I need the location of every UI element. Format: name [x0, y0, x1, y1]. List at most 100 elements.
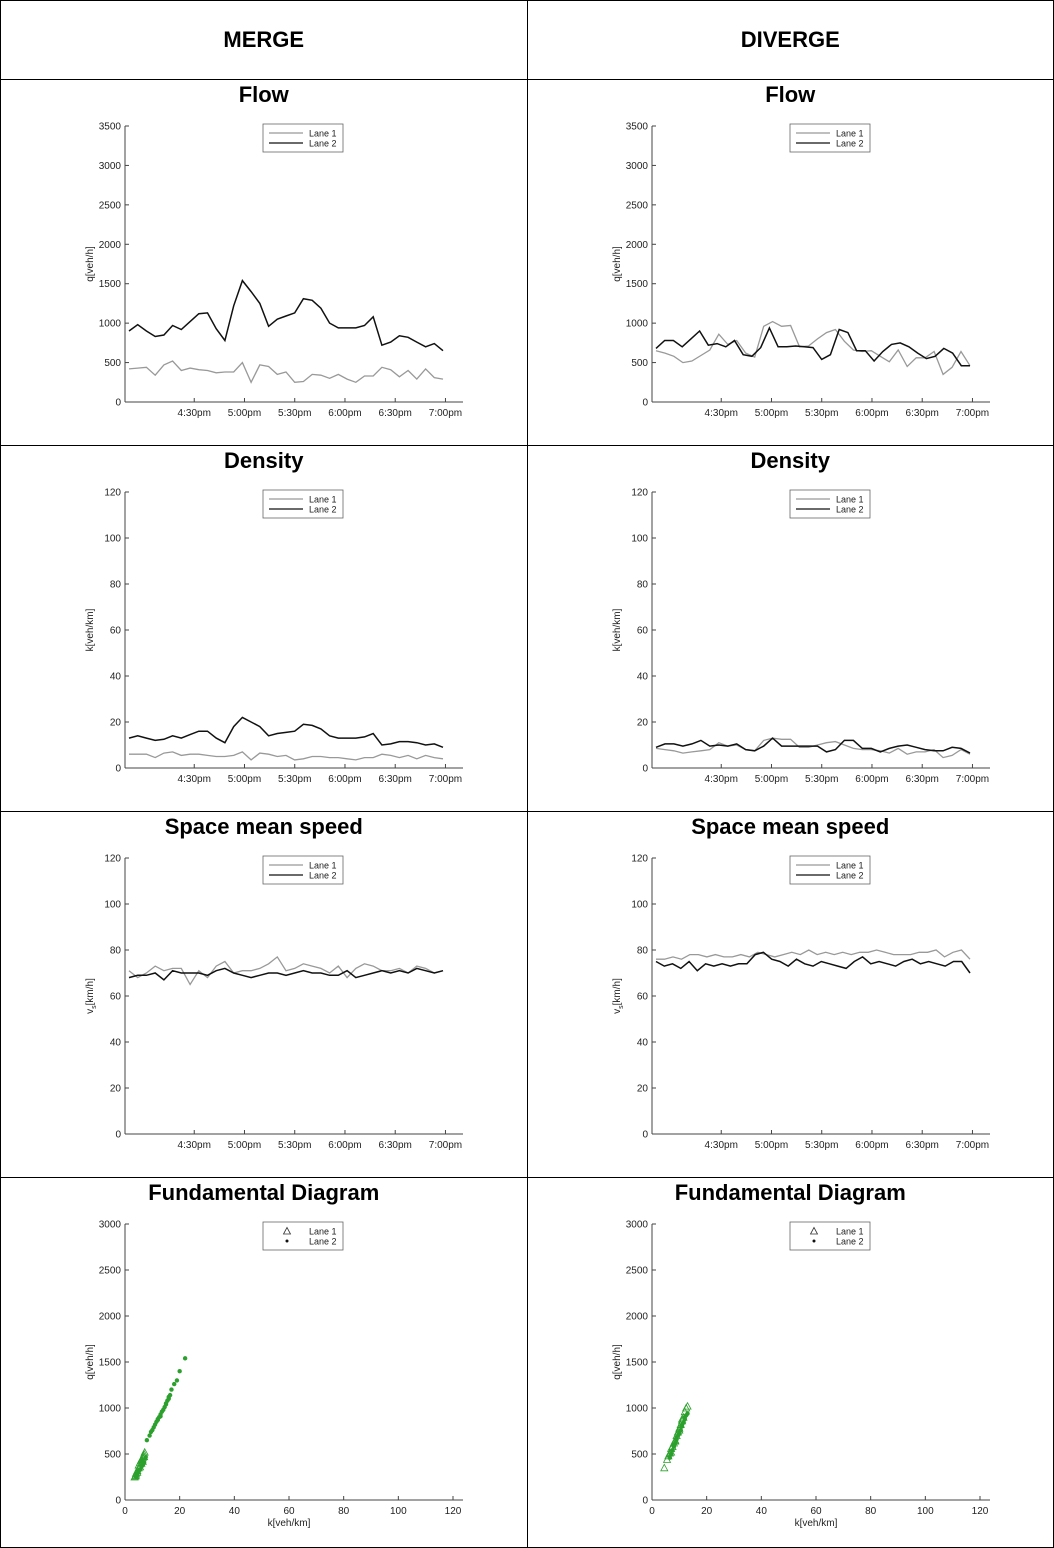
y-tick-label: 3000 [99, 1220, 122, 1231]
y-tick-label: 0 [642, 1496, 648, 1507]
y-tick-label: 1000 [99, 1404, 122, 1415]
y-tick-label: 2000 [625, 1312, 648, 1323]
series-line-1 [129, 752, 443, 760]
x-tick-label: 6:30pm [905, 774, 938, 785]
y-tick-label: 1500 [99, 279, 122, 290]
lane2-point [674, 1435, 678, 1439]
legend-label-2: Lane 2 [309, 871, 337, 881]
x-tick-label: 6:00pm [328, 408, 361, 419]
x-tick-label: 40 [755, 1506, 767, 1517]
merge-flow-chart: 0500100015002000250030003500q[veh/h]4:30… [1, 110, 528, 440]
diverge-header-label: DIVERGE [741, 27, 840, 52]
y-tick-label: 2000 [99, 1312, 122, 1323]
y-tick-label: 80 [636, 946, 648, 957]
lane2-point [177, 1369, 181, 1373]
y-tick-label: 60 [110, 626, 122, 637]
x-tick-label: 6:30pm [379, 408, 412, 419]
y-tick-label: 1500 [625, 279, 648, 290]
series-line-1 [656, 950, 970, 959]
x-tick-label: 100 [390, 1506, 407, 1517]
merge-speed-title: Space mean speed [1, 812, 527, 842]
y-tick-label: 60 [110, 992, 122, 1003]
x-tick-label: 5:00pm [228, 408, 261, 419]
y-tick-label: 120 [104, 488, 121, 499]
y-tick-label: 0 [115, 398, 121, 409]
x-tick-label: 5:30pm [278, 774, 311, 785]
series-line-2 [656, 328, 970, 366]
y-tick-label: 80 [110, 580, 122, 591]
x-tick-label: 4:30pm [178, 408, 211, 419]
diverge-fd-title: Fundamental Diagram [528, 1178, 1054, 1208]
legend-label-2: Lane 2 [836, 505, 864, 515]
x-tick-label: 5:00pm [754, 774, 787, 785]
y-tick-label: 120 [631, 488, 648, 499]
x-tick-label: 5:00pm [228, 774, 261, 785]
x-tick-label: 6:00pm [855, 1140, 888, 1151]
lane2-point [679, 1422, 683, 1426]
legend-label-2: Lane 2 [836, 1237, 864, 1247]
x-tick-label: 40 [229, 1506, 241, 1517]
x-tick-label: 20 [701, 1506, 713, 1517]
x-tick-label: 7:00pm [955, 774, 988, 785]
legend-label-1: Lane 1 [836, 861, 864, 871]
x-tick-label: 6:00pm [328, 1140, 361, 1151]
legend-label-1: Lane 1 [836, 129, 864, 139]
series-line-1 [129, 957, 443, 985]
lane2-point [164, 1402, 168, 1406]
y-axis-label: q[veh/h] [85, 1344, 96, 1380]
x-axis-label: k[veh/km] [794, 1518, 837, 1529]
lane2-point [139, 1459, 143, 1463]
x-tick-label: 4:30pm [178, 774, 211, 785]
diverge-header: DIVERGE [527, 1, 1054, 80]
y-tick-label: 80 [110, 946, 122, 957]
legend-label-1: Lane 1 [309, 861, 337, 871]
x-tick-label: 5:00pm [754, 408, 787, 419]
y-tick-label: 0 [642, 1130, 648, 1141]
y-tick-label: 3500 [625, 122, 648, 133]
legend-label-1: Lane 1 [309, 1227, 337, 1237]
legend-label-2: Lane 2 [309, 139, 337, 149]
y-tick-label: 3000 [625, 161, 648, 172]
legend-label-2: Lane 2 [309, 1237, 337, 1247]
y-tick-label: 100 [631, 534, 648, 545]
x-tick-label: 6:30pm [379, 1140, 412, 1151]
y-tick-label: 2500 [625, 200, 648, 211]
lane2-point [149, 1430, 153, 1434]
y-tick-label: 60 [636, 626, 648, 637]
x-tick-label: 60 [810, 1506, 822, 1517]
y-tick-label: 120 [631, 854, 648, 865]
legend-label-1: Lane 1 [309, 129, 337, 139]
diverge-speed-title: Space mean speed [528, 812, 1054, 842]
x-tick-label: 7:00pm [429, 774, 462, 785]
lane2-point [143, 1455, 147, 1459]
x-tick-label: 4:30pm [704, 774, 737, 785]
y-tick-label: 0 [642, 398, 648, 409]
y-axis-label: q[veh/h] [612, 1344, 623, 1380]
y-tick-label: 500 [104, 358, 121, 369]
x-tick-label: 7:00pm [429, 408, 462, 419]
y-tick-label: 120 [104, 854, 121, 865]
x-tick-label: 7:00pm [955, 1140, 988, 1151]
x-tick-label: 5:30pm [278, 408, 311, 419]
y-tick-label: 1500 [625, 1358, 648, 1369]
legend-label-2: Lane 2 [836, 139, 864, 149]
diverge-flow-title: Flow [528, 80, 1054, 110]
lane2-point [685, 1411, 689, 1415]
series-line-1 [129, 361, 443, 382]
y-tick-label: 1000 [625, 1404, 648, 1415]
legend-label-1: Lane 1 [836, 1227, 864, 1237]
lane1-point [660, 1464, 667, 1471]
x-tick-label: 5:30pm [805, 408, 838, 419]
y-tick-label: 3000 [99, 161, 122, 172]
x-tick-label: 5:30pm [805, 774, 838, 785]
